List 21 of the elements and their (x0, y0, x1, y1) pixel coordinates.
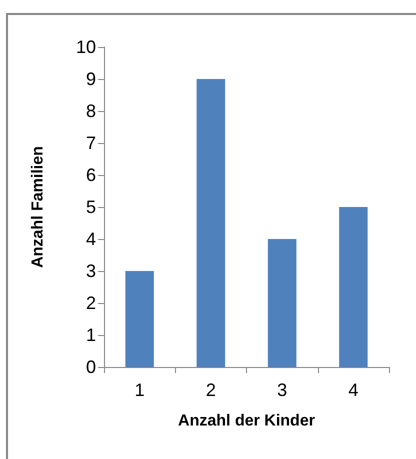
y-tick-label: 7 (86, 133, 96, 153)
x-tick-label: 2 (206, 380, 216, 400)
y-tick-label: 5 (86, 197, 96, 217)
y-tick-label: 1 (86, 325, 96, 345)
bar (125, 271, 154, 367)
bar (339, 207, 368, 367)
y-tick-label: 2 (86, 293, 96, 313)
y-tick-label: 6 (86, 165, 96, 185)
bar (196, 79, 226, 367)
x-tick-label: 4 (348, 380, 358, 400)
y-axis-title: Anzahl Familien (30, 146, 46, 268)
x-tick-label: 1 (134, 380, 145, 400)
x-axis-title: Anzahl der Kinder (178, 412, 315, 430)
y-tick-label: 0 (86, 357, 96, 377)
y-tick-label: 10 (76, 37, 96, 57)
x-tick-label: 3 (277, 380, 288, 400)
y-tick-label: 9 (86, 69, 96, 89)
y-tick-label: 4 (86, 229, 96, 249)
bar (268, 239, 296, 367)
y-tick-label: 8 (86, 101, 96, 121)
y-tick-label: 3 (86, 261, 96, 281)
